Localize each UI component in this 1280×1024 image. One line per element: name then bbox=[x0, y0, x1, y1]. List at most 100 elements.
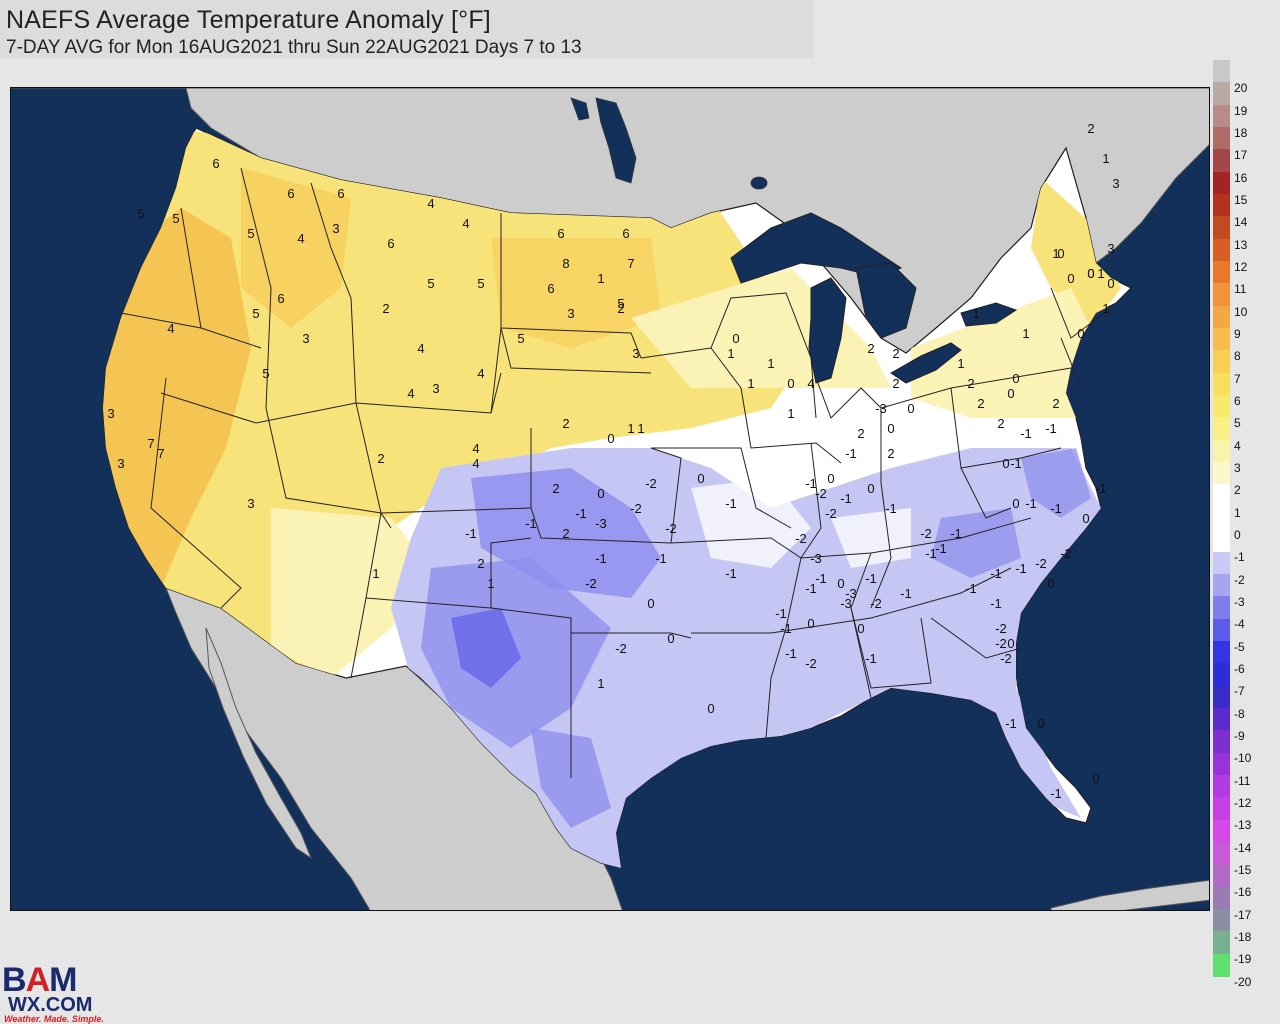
map-title: NAEFS Average Temperature Anomaly [°F] bbox=[6, 6, 491, 34]
lake-ontario bbox=[960, 302, 1018, 327]
legend-swatch bbox=[1213, 238, 1230, 262]
anomaly-label: 6 bbox=[212, 156, 219, 171]
anomaly-label: 1 bbox=[957, 356, 964, 371]
anomaly-label: 0 bbox=[1067, 271, 1074, 286]
legend-label: -5 bbox=[1234, 639, 1245, 654]
anomaly-label: -1 bbox=[935, 541, 947, 556]
anomaly-label: 1 bbox=[972, 306, 979, 321]
anomaly-label: -2 bbox=[995, 636, 1007, 651]
anomaly-label: -2 bbox=[825, 506, 837, 521]
anomaly-label: 3 bbox=[1107, 241, 1114, 256]
anomaly-label: 5 bbox=[427, 276, 434, 291]
legend-swatch bbox=[1213, 707, 1230, 731]
anomaly-label: 3 bbox=[332, 221, 339, 236]
legend-label: 8 bbox=[1234, 349, 1241, 364]
legend-swatch bbox=[1213, 551, 1230, 575]
anomaly-label: 7 bbox=[147, 436, 154, 451]
anomaly-label: -1 bbox=[780, 621, 792, 636]
anomaly-label: -2 bbox=[645, 476, 657, 491]
anomaly-label: -1 bbox=[815, 571, 827, 586]
anomaly-label: 0 bbox=[1007, 386, 1014, 401]
lake-erie bbox=[890, 342, 962, 384]
anomaly-label: 0 bbox=[1087, 266, 1094, 281]
canadian-lakes bbox=[570, 97, 768, 190]
anomaly-label: 0 bbox=[1087, 266, 1094, 281]
anomaly-label: -1 bbox=[1025, 496, 1037, 511]
legend-swatch bbox=[1213, 417, 1230, 441]
legend-label: 5 bbox=[1234, 416, 1241, 431]
legend-label: 11 bbox=[1234, 282, 1247, 297]
legend-swatch bbox=[1213, 797, 1230, 821]
legend-swatch bbox=[1213, 908, 1230, 932]
anomaly-label: 0 bbox=[1012, 496, 1019, 511]
anomaly-label: 3 bbox=[117, 456, 124, 471]
anomaly-label: -1 bbox=[725, 496, 737, 511]
legend-label: 0 bbox=[1234, 528, 1241, 542]
legend-swatch bbox=[1213, 462, 1230, 486]
anomaly-label: -3 bbox=[810, 551, 822, 566]
legend-swatch bbox=[1213, 194, 1230, 218]
legend-label: 16 bbox=[1234, 170, 1248, 185]
anomaly-label: 3 bbox=[567, 306, 574, 321]
anomaly-label: -1 bbox=[775, 606, 787, 621]
anomaly-label: -3 bbox=[595, 516, 607, 531]
logo-tagline: Weather. Made. Simple. bbox=[4, 1014, 104, 1024]
anomaly-label: 0 bbox=[707, 701, 714, 716]
legend-label: 14 bbox=[1234, 215, 1248, 230]
anomaly-label: 0 bbox=[1057, 246, 1064, 261]
anomaly-label: 2 bbox=[977, 396, 984, 411]
legend-label: 18 bbox=[1234, 125, 1248, 140]
anomaly-label: 6 bbox=[277, 291, 284, 306]
anomaly-label: 4 bbox=[462, 216, 469, 231]
anomaly-label: 1 bbox=[1102, 151, 1109, 166]
legend-label: 4 bbox=[1234, 438, 1241, 453]
anomaly-label: 4 bbox=[297, 231, 304, 246]
anomaly-label: 1 bbox=[487, 576, 494, 591]
legend-label: -1 bbox=[1234, 550, 1245, 565]
anomaly-label: -2 bbox=[1000, 651, 1012, 666]
anomaly-label: -1 bbox=[1015, 561, 1027, 576]
legend-swatch bbox=[1213, 506, 1230, 530]
anomaly-label: -1 bbox=[840, 491, 852, 506]
anomaly-label: 0 bbox=[1107, 276, 1114, 291]
anomaly-label: 4 bbox=[807, 376, 814, 391]
anomaly-label: 5 bbox=[617, 296, 624, 311]
anomaly-label: 4 bbox=[477, 366, 484, 381]
legend-label: 3 bbox=[1234, 460, 1241, 475]
legend-swatch bbox=[1213, 573, 1230, 597]
legend-swatch bbox=[1213, 864, 1230, 888]
lake-huron bbox=[855, 262, 917, 339]
legend-swatch bbox=[1213, 663, 1230, 687]
anomaly-label: -1 bbox=[950, 526, 962, 541]
anomaly-label: 1 bbox=[727, 346, 734, 361]
anomaly-label: -1 bbox=[1050, 501, 1062, 516]
anomaly-label: 4 bbox=[472, 456, 479, 471]
cuba bbox=[1050, 879, 1209, 910]
anomaly-label: -1 bbox=[785, 646, 797, 661]
anomaly-label: 6 bbox=[557, 226, 564, 241]
legend-label: 17 bbox=[1234, 148, 1248, 163]
legend-label: 12 bbox=[1234, 259, 1248, 274]
anomaly-label: 1 bbox=[787, 406, 794, 421]
anomaly-label: -2 bbox=[665, 521, 677, 536]
anomaly-label: 0 bbox=[887, 421, 894, 436]
anomaly-label: -2 bbox=[805, 656, 817, 671]
anomaly-label: -2 bbox=[630, 501, 642, 516]
anomaly-label: -2 bbox=[1060, 546, 1072, 561]
legend-swatch bbox=[1213, 931, 1230, 955]
legend-swatch bbox=[1213, 60, 1230, 83]
anomaly-label: 6 bbox=[547, 281, 554, 296]
legend-swatch bbox=[1213, 752, 1230, 776]
anomaly-label: 4 bbox=[167, 321, 174, 336]
legend-swatch bbox=[1213, 171, 1230, 195]
anomaly-label: 2 bbox=[967, 376, 974, 391]
anomaly-label: 0 bbox=[597, 486, 604, 501]
anomaly-label: 2 bbox=[892, 376, 899, 391]
anomaly-label: -2 bbox=[815, 486, 827, 501]
anomaly-label: -1 bbox=[575, 506, 587, 521]
lake-michigan bbox=[808, 277, 847, 384]
legend-swatch bbox=[1213, 484, 1230, 508]
legend-label: 15 bbox=[1234, 192, 1248, 207]
